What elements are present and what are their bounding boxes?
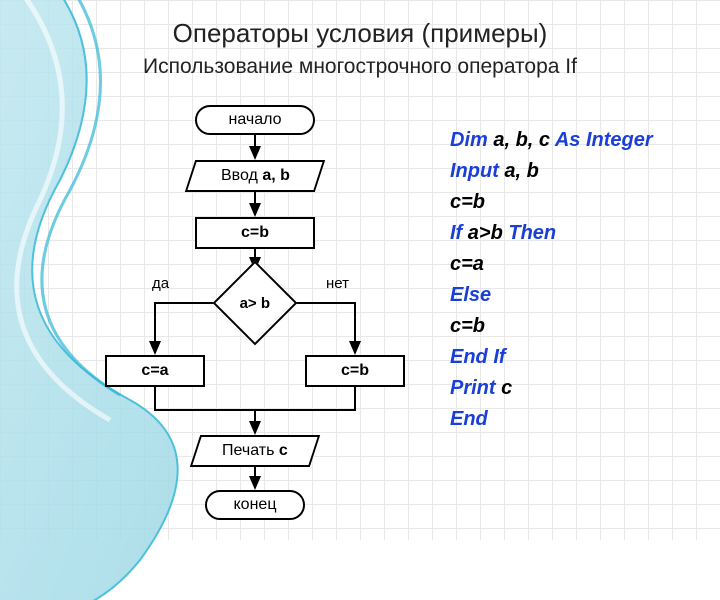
code-line: Input a, b bbox=[450, 156, 653, 187]
node-ca: c=a bbox=[105, 355, 205, 387]
code-token: c=b bbox=[450, 191, 485, 213]
code-line: c=b bbox=[450, 311, 653, 342]
node-label-bold: c=b bbox=[241, 224, 269, 241]
node-start: начало bbox=[195, 105, 315, 135]
code-token: Input bbox=[450, 160, 499, 182]
page-subtitle: Использование многострочного оператора I… bbox=[0, 55, 720, 79]
node-decision: a> b bbox=[213, 261, 298, 346]
node-label-prefix: начало bbox=[228, 111, 281, 128]
node-assign1: c=b bbox=[195, 217, 315, 249]
code-line: If a>b Then bbox=[450, 218, 653, 249]
node-end: конец bbox=[205, 490, 305, 520]
code-line: Dim a, b, c As Integer bbox=[450, 125, 653, 156]
code-token: Dim bbox=[450, 129, 488, 151]
code-token: End bbox=[450, 408, 488, 430]
code-token: If bbox=[450, 222, 462, 244]
code-token: Else bbox=[450, 284, 491, 306]
flowchart: да нет начало Ввод a, b c=b a> b c=a c=b Печат… bbox=[90, 105, 430, 525]
node-input: Ввод a, b bbox=[185, 160, 325, 192]
code-token: End If bbox=[450, 346, 506, 368]
code-token: c=a bbox=[450, 253, 484, 275]
code-token: Then bbox=[508, 222, 556, 244]
node-label-prefix: конец bbox=[234, 496, 277, 513]
node-label-prefix: Ввод bbox=[221, 167, 262, 184]
branch-no-label: нет bbox=[326, 275, 349, 292]
node-label-prefix: Печать bbox=[222, 442, 279, 459]
node-label-bold: a> b bbox=[240, 295, 270, 312]
branch-yes-label: да bbox=[152, 275, 169, 292]
code-line: Else bbox=[450, 280, 653, 311]
code-line: c=b bbox=[450, 187, 653, 218]
code-token: a, b, c bbox=[488, 129, 555, 151]
code-token: c=b bbox=[450, 315, 485, 337]
node-label-bold: c=b bbox=[341, 362, 369, 379]
code-line: Print c bbox=[450, 373, 653, 404]
node-print: Печать c bbox=[190, 435, 320, 467]
code-listing: Dim a, b, c As IntegerInput a, bc=bIf a>… bbox=[450, 125, 653, 435]
code-line: End If bbox=[450, 342, 653, 373]
code-token: Print bbox=[450, 377, 496, 399]
code-token: a>b bbox=[462, 222, 508, 244]
code-token: a, b bbox=[499, 160, 539, 182]
code-line: End bbox=[450, 404, 653, 435]
code-line: c=a bbox=[450, 249, 653, 280]
code-token: c bbox=[496, 377, 513, 399]
node-cb: c=b bbox=[305, 355, 405, 387]
node-label-bold: c bbox=[279, 442, 288, 459]
node-label-bold: c=a bbox=[141, 362, 168, 379]
page-title: Операторы условия (примеры) bbox=[0, 18, 720, 49]
node-label-bold: a, b bbox=[262, 167, 290, 184]
code-token: As Integer bbox=[555, 129, 653, 151]
